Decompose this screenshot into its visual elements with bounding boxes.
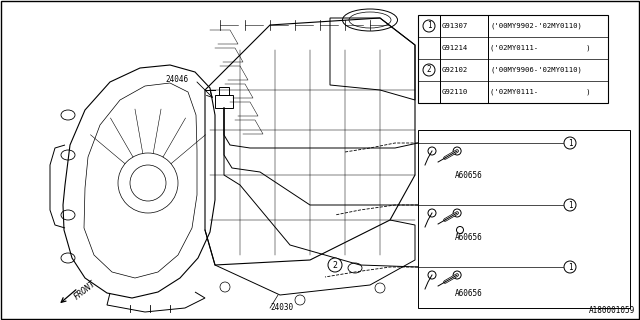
Text: G91214: G91214 (442, 45, 468, 51)
Text: G92110: G92110 (442, 89, 468, 95)
Text: A60656: A60656 (455, 171, 483, 180)
Text: 24046: 24046 (165, 76, 188, 84)
Text: A60656: A60656 (455, 233, 483, 242)
Bar (418, 130, 630, 308)
Circle shape (564, 137, 576, 149)
Circle shape (564, 199, 576, 211)
Text: G91307: G91307 (442, 23, 468, 29)
Text: 1: 1 (427, 21, 431, 30)
Circle shape (453, 209, 461, 217)
Circle shape (423, 20, 435, 32)
Text: A180001059: A180001059 (589, 306, 635, 315)
Text: ('00MY9902-'02MY0110): ('00MY9902-'02MY0110) (490, 23, 582, 29)
Text: 1: 1 (568, 139, 572, 148)
Circle shape (428, 147, 436, 155)
Text: FRONT: FRONT (72, 279, 97, 301)
Text: ('02MY0111-           ): ('02MY0111- ) (490, 45, 591, 51)
Text: 2: 2 (427, 66, 431, 75)
Text: 1: 1 (568, 262, 572, 271)
Circle shape (456, 227, 463, 234)
Bar (418, 15, 608, 103)
Text: 1: 1 (568, 201, 572, 210)
Circle shape (428, 271, 436, 279)
Circle shape (428, 209, 436, 217)
Circle shape (328, 258, 342, 272)
Text: ('00MY9906-'02MY0110): ('00MY9906-'02MY0110) (490, 67, 582, 73)
Bar (215, 95, 233, 108)
Circle shape (564, 261, 576, 273)
Circle shape (453, 147, 461, 155)
Text: ('02MY0111-           ): ('02MY0111- ) (490, 89, 591, 95)
Text: G92102: G92102 (442, 67, 468, 73)
Circle shape (453, 271, 461, 279)
Text: 2: 2 (333, 260, 337, 269)
Text: A60656: A60656 (455, 289, 483, 298)
Text: 24030: 24030 (270, 303, 293, 313)
Circle shape (423, 64, 435, 76)
Bar (219, 87, 229, 95)
